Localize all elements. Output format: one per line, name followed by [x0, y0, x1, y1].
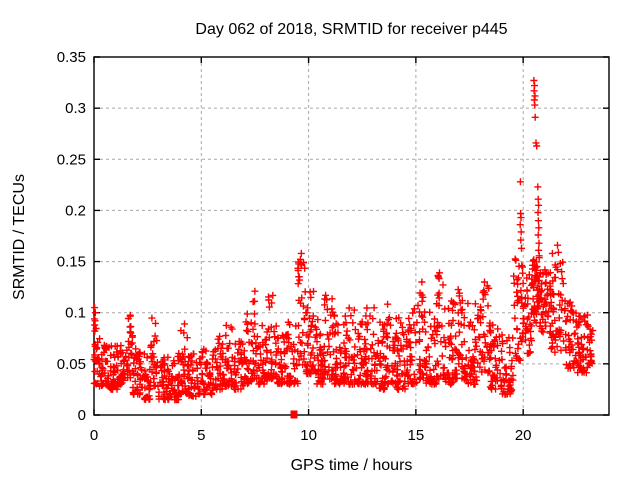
- y-tick-label: 0: [78, 407, 86, 424]
- data-points: [90, 77, 597, 404]
- y-tick-label: 0.3: [65, 100, 86, 117]
- y-tick-label: 0.35: [57, 49, 86, 66]
- y-axis-label: SRMTID / TECUs: [11, 174, 28, 300]
- x-tick-label: 5: [197, 427, 205, 444]
- x-axis-label: GPS time / hours: [290, 457, 413, 474]
- y-tick-label: 0.25: [57, 151, 86, 168]
- y-tick-label: 0.15: [57, 254, 86, 271]
- chart-title: Day 062 of 2018, SRMTID for receiver p44…: [195, 21, 508, 38]
- x-tick-label: 20: [515, 427, 532, 444]
- plot-border: [93, 56, 610, 416]
- zero-value-marker: [290, 410, 298, 419]
- y-tick-label: 0.05: [57, 356, 86, 373]
- x-tick-label: 10: [300, 427, 317, 444]
- y-tick-label: 0.1: [65, 305, 86, 322]
- x-tick-label: 15: [408, 427, 425, 444]
- x-tick-label: 0: [90, 427, 98, 444]
- y-tick-label: 0.2: [65, 202, 86, 219]
